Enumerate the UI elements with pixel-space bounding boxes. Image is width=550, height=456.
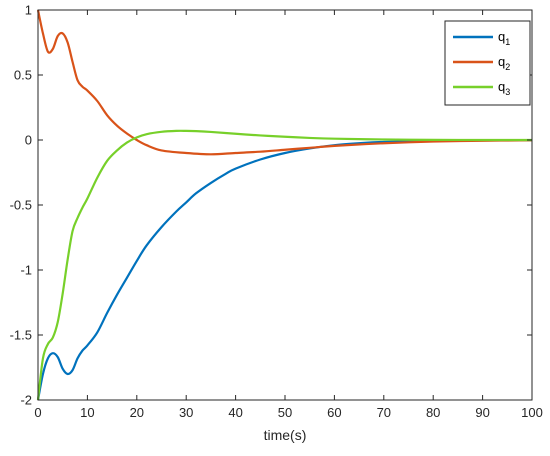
x-tick-label: 100 [521, 405, 543, 420]
x-axis-label: time(s) [264, 427, 307, 443]
legend-label-q3: q3 [498, 79, 510, 97]
x-tick-label: 30 [179, 405, 193, 420]
legend-label-q1: q1 [498, 29, 510, 47]
x-tick-label: 20 [130, 405, 144, 420]
y-tick-label: -2 [20, 393, 32, 408]
legend: q1 q2 q3 [444, 20, 531, 106]
legend-label-q2: q2 [498, 54, 510, 72]
y-tick-label: 1 [25, 3, 32, 18]
y-tick-label: 0.5 [14, 68, 32, 83]
x-tick-label: 60 [327, 405, 341, 420]
x-tick-label: 80 [426, 405, 440, 420]
y-tick-label: -1 [20, 263, 32, 278]
x-tick-label: 0 [34, 405, 41, 420]
y-tick-label: 0 [25, 133, 32, 148]
x-tick-label: 70 [377, 405, 391, 420]
y-tick-label: -0.5 [10, 198, 32, 213]
y-tick-label: -1.5 [10, 328, 32, 343]
x-tick-label: 50 [278, 405, 292, 420]
series-line-q3 [36, 129, 533, 401]
x-tick-label: 90 [475, 405, 489, 420]
series-line-q2 [36, 9, 533, 156]
ticks-layer: 0 10 20 30 40 50 60 70 80 90 100 -2 -1.5 -1 -0.5 0 0.5 1 [10, 3, 543, 421]
x-tick-label: 10 [80, 405, 94, 420]
x-tick-label: 40 [228, 405, 242, 420]
series-layer [36, 9, 533, 401]
